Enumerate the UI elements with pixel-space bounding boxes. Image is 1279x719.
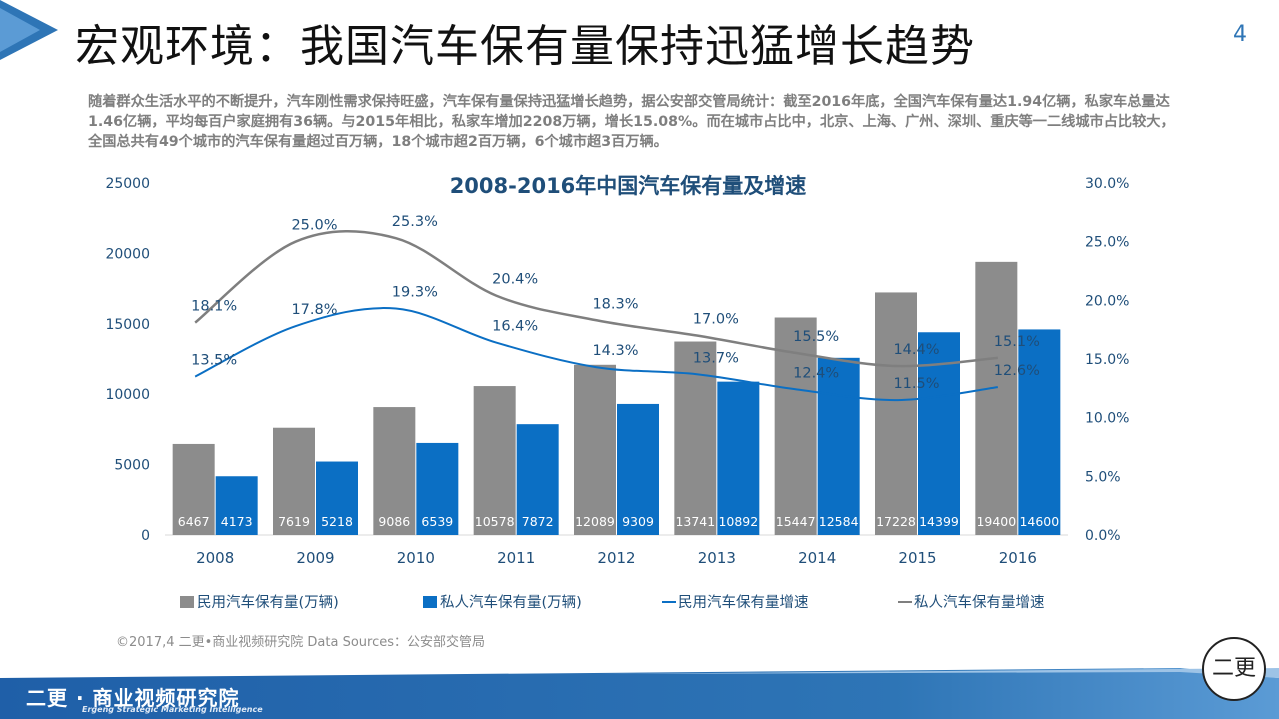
right-axis-tick-label: 0.0% <box>1085 528 1121 544</box>
bar-private-label: 9309 <box>622 514 654 529</box>
bar-civil <box>674 341 717 535</box>
bar-civil-label: 15447 <box>776 514 816 529</box>
x-axis-tick-label: 2010 <box>397 549 435 567</box>
left-axis-tick-label: 5000 <box>114 458 150 474</box>
bar-private-label: 14600 <box>1019 514 1059 529</box>
bar-civil-label: 6467 <box>178 514 210 529</box>
private-growth-label: 25.0% <box>291 218 337 234</box>
private-growth-label: 17.0% <box>693 312 739 328</box>
x-axis-tick-label: 2013 <box>698 549 736 567</box>
right-axis-tick-label: 20.0% <box>1085 293 1129 309</box>
footer-note: ©2017,4 二更•商业视频研究院 Data Sources：公安部交管局 <box>116 635 486 650</box>
bar-private-label: 5218 <box>321 514 353 529</box>
corner-decoration-inner <box>0 8 40 52</box>
left-axis-tick-label: 0 <box>141 528 150 544</box>
private-growth-label: 15.1% <box>994 334 1040 350</box>
private-growth-label: 18.1% <box>191 299 237 315</box>
line-civil-growth <box>194 307 998 402</box>
civil-growth-label: 12.4% <box>793 366 839 382</box>
bar-civil-label: 9086 <box>378 514 410 529</box>
x-axis-tick-label: 2012 <box>597 549 635 567</box>
right-axis-tick-label: 15.0% <box>1085 352 1129 368</box>
bar-private-label: 6539 <box>421 514 453 529</box>
civil-growth-label: 16.4% <box>492 319 538 335</box>
x-axis-tick-label: 2008 <box>196 549 234 567</box>
bar-civil <box>975 261 1018 535</box>
brand-logo: 二更 <box>1202 637 1266 701</box>
bar-private <box>817 357 860 535</box>
bar-civil <box>875 292 917 535</box>
bar-civil-label: 7619 <box>278 514 310 529</box>
private-growth-label: 18.3% <box>592 296 638 312</box>
bar-private-label: 12584 <box>819 514 859 529</box>
bar-private-label: 10892 <box>718 514 758 529</box>
x-axis-tick-label: 2011 <box>497 549 535 567</box>
bar-private <box>717 381 760 535</box>
brand-subtitle: Ergeng Strategic Marketing Intelligence <box>82 705 263 714</box>
civil-growth-label: 12.6% <box>994 363 1040 379</box>
civil-growth-label: 14.3% <box>592 343 638 359</box>
right-axis-tick-label: 30.0% <box>1085 176 1129 192</box>
bar-private-label: 4173 <box>221 514 253 529</box>
private-growth-label: 20.4% <box>492 272 538 288</box>
bottom-band <box>0 668 1279 719</box>
bar-private <box>316 461 358 535</box>
bar-private-label: 7872 <box>522 514 554 529</box>
left-axis-tick-label: 20000 <box>105 246 150 262</box>
left-axis-tick-label: 15000 <box>105 317 150 333</box>
civil-growth-label: 19.3% <box>392 285 438 301</box>
page-number: 4 <box>1233 22 1247 47</box>
legend-label: 私人汽车保有量(万辆) <box>440 594 582 611</box>
bar-private <box>1018 329 1061 535</box>
legend-label: 私人汽车保有量增速 <box>914 594 1045 611</box>
private-growth-label: 15.5% <box>793 329 839 345</box>
brand-name: 二更 · 商业视频研究院 <box>26 686 240 710</box>
private-growth-label: 25.3% <box>392 214 438 230</box>
x-axis-tick-label: 2009 <box>296 549 334 567</box>
x-axis-tick-label: 2015 <box>898 549 936 567</box>
bar-civil <box>273 427 315 535</box>
right-axis-tick-label: 10.0% <box>1085 411 1129 427</box>
bar-civil <box>172 443 215 535</box>
right-axis-tick-label: 25.0% <box>1085 235 1129 251</box>
legend-swatch <box>423 596 437 608</box>
x-axis-tick-label: 2014 <box>798 549 836 567</box>
civil-growth-label: 17.8% <box>291 302 337 318</box>
line-private-growth <box>194 230 998 368</box>
bar-civil-label: 17228 <box>876 514 916 529</box>
bar-civil-label: 10578 <box>475 514 515 529</box>
bar-civil-label: 12089 <box>575 514 615 529</box>
legend-label: 民用汽车保有量(万辆) <box>197 594 339 611</box>
legend-swatch <box>180 596 194 608</box>
bar-private <box>516 424 559 535</box>
bar-civil-label: 13741 <box>675 514 715 529</box>
bar-private <box>617 403 659 535</box>
bar-civil <box>473 386 516 535</box>
left-axis-tick-label: 25000 <box>105 176 150 192</box>
description-text: 随着群众生活水平的不断提升，汽车刚性需求保持旺盛，汽车保有量保持迅猛增长趋势，据… <box>88 94 1175 150</box>
bar-civil <box>574 364 616 535</box>
chart-title: 2008-2016年中国汽车保有量及增速 <box>450 174 807 198</box>
civil-growth-label: 13.7% <box>693 350 739 366</box>
left-axis-tick-label: 10000 <box>105 387 150 403</box>
civil-growth-label: 13.5% <box>191 353 237 369</box>
bar-private-label: 14399 <box>919 514 959 529</box>
legend-label: 民用汽车保有量增速 <box>678 594 809 611</box>
bar-civil <box>373 407 416 535</box>
right-axis-tick-label: 5.0% <box>1085 469 1121 485</box>
bar-private <box>215 476 258 535</box>
bar-private <box>416 442 459 535</box>
bar-civil-label: 19400 <box>976 514 1016 529</box>
x-axis-tick-label: 2016 <box>999 549 1037 567</box>
civil-growth-label: 11.5% <box>893 376 939 392</box>
page-title: 宏观环境：我国汽车保有量保持迅猛增长趋势 <box>75 21 975 72</box>
private-growth-label: 14.4% <box>893 342 939 358</box>
